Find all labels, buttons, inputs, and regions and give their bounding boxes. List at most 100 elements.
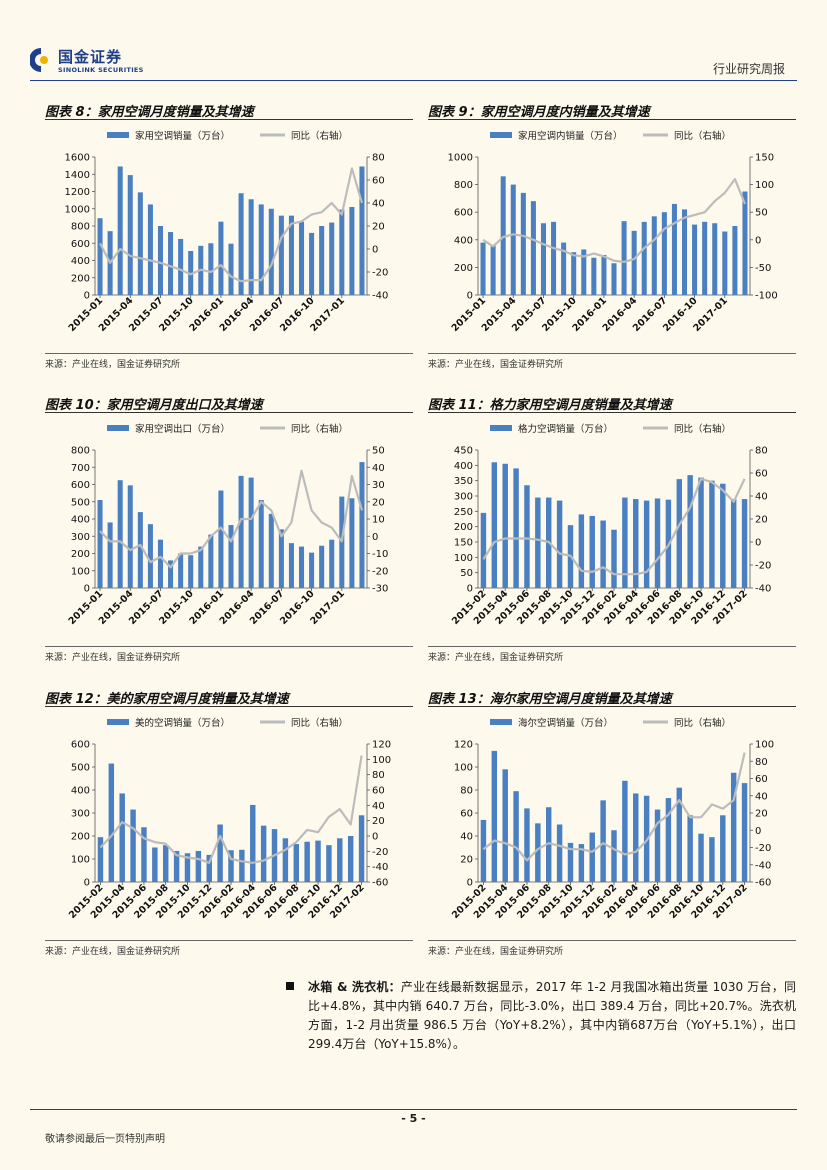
bar	[676, 787, 682, 882]
legend-label: 格力空调销量（万台）	[518, 423, 613, 435]
chart-source: 来源：产业在线，国金证券研究所	[45, 353, 413, 370]
yoy-line	[99, 755, 363, 864]
bar	[480, 512, 487, 588]
bar	[309, 232, 315, 295]
bar	[238, 193, 244, 295]
bar	[258, 204, 264, 295]
bar	[152, 847, 158, 882]
left-tick-label: 0	[467, 878, 473, 889]
bar	[347, 836, 354, 882]
legend-label: 同比（右轴）	[674, 717, 731, 729]
right-tick-label: -10	[372, 549, 388, 560]
chart-panel-9: 图表 9：家用空调月度内销量及其增速 家用空调内销量（万台） 同比（右轴） 0 200…	[428, 101, 796, 374]
bar	[622, 780, 628, 882]
yoy-line	[482, 752, 746, 862]
left-tick-label: 600	[71, 740, 90, 751]
right-tick-label: 0	[372, 532, 378, 543]
right-tick-label: 60	[755, 774, 768, 785]
left-tick-label: 600	[71, 239, 90, 250]
left-tick-label: 300	[71, 809, 90, 820]
bar	[157, 539, 163, 588]
chart-source: 来源：产业在线，国金证券研究所	[428, 353, 796, 370]
chart-title: 图表 8：家用空调月度销量及其增速	[45, 101, 413, 120]
bar	[97, 500, 103, 588]
bar	[117, 166, 123, 295]
bar	[611, 263, 617, 295]
left-tick-label: 200	[454, 522, 473, 533]
right-tick-label: 100	[372, 755, 391, 766]
bar	[712, 223, 718, 295]
bar	[198, 546, 204, 588]
legend-label: 家用空调出口（万台）	[135, 423, 230, 435]
right-tick-label: -60	[755, 878, 771, 889]
bar	[163, 845, 169, 882]
right-tick-label: 0	[755, 235, 761, 246]
bar	[248, 477, 254, 588]
bar	[217, 824, 223, 882]
right-tick-label: -100	[755, 291, 778, 302]
bar	[278, 215, 284, 295]
left-tick-label: 100	[454, 763, 473, 774]
bar	[239, 849, 245, 882]
bar	[535, 497, 541, 588]
bar	[288, 215, 294, 295]
bar	[709, 837, 715, 882]
left-tick-label: 700	[71, 463, 90, 474]
bar	[339, 209, 345, 295]
bar	[268, 513, 274, 588]
bar	[556, 824, 563, 882]
right-tick-label: 0	[755, 826, 761, 837]
bar	[513, 791, 519, 882]
bar	[502, 463, 508, 588]
left-tick-label: 400	[71, 786, 90, 797]
right-tick-label: 0	[372, 245, 378, 256]
bar	[524, 485, 530, 588]
left-tick-label: 60	[460, 809, 473, 820]
bar	[510, 184, 516, 295]
right-tick-label: -40	[372, 862, 388, 873]
left-tick-label: 800	[71, 222, 90, 233]
bar	[319, 545, 325, 588]
left-tick-label: 0	[84, 291, 90, 302]
right-tick-label: 60	[372, 176, 385, 187]
bar	[293, 844, 299, 882]
legend-bar-swatch	[490, 132, 512, 138]
bar	[117, 480, 123, 588]
bar	[329, 539, 335, 588]
chart-title: 图表 11：格力家用空调月度销量及其增速	[428, 394, 796, 413]
legend-bar-swatch	[107, 132, 129, 138]
header-divider	[30, 80, 797, 81]
bar	[329, 222, 335, 295]
left-tick-label: 0	[467, 291, 473, 302]
bar	[490, 245, 496, 295]
bar	[661, 212, 667, 295]
bar	[130, 809, 136, 882]
chart-panel-12: 图表 12：美的家用空调月度销量及其增速 美的空调销量（万台） 同比（右轴） 0 10…	[45, 688, 413, 961]
bar	[147, 524, 153, 588]
left-tick-label: 200	[454, 263, 473, 274]
bar	[621, 221, 627, 295]
left-tick-label: 800	[71, 446, 90, 457]
left-tick-label: 400	[454, 235, 473, 246]
left-tick-label: 0	[84, 584, 90, 595]
footer-divider	[30, 1109, 797, 1110]
chart-title: 图表 13：海尔家用空调月度销量及其增速	[428, 688, 796, 707]
legend-label: 美的空调销量（万台）	[135, 717, 230, 729]
right-tick-label: -60	[372, 878, 388, 889]
page-number: - 5 -	[401, 1112, 426, 1125]
bar	[349, 207, 355, 295]
legend-label: 同比（右轴）	[674, 423, 731, 435]
bar	[698, 833, 704, 882]
right-tick-label: 50	[755, 208, 768, 219]
bar	[288, 543, 294, 588]
left-tick-label: 1400	[65, 170, 90, 181]
right-tick-label: 10	[372, 515, 385, 526]
bar	[480, 819, 487, 882]
bar	[97, 837, 104, 882]
bar	[282, 838, 289, 882]
right-tick-label: -20	[755, 843, 771, 854]
bar	[567, 842, 574, 882]
bar	[228, 850, 234, 882]
right-tick-label: -40	[755, 584, 771, 595]
bar	[641, 221, 647, 295]
